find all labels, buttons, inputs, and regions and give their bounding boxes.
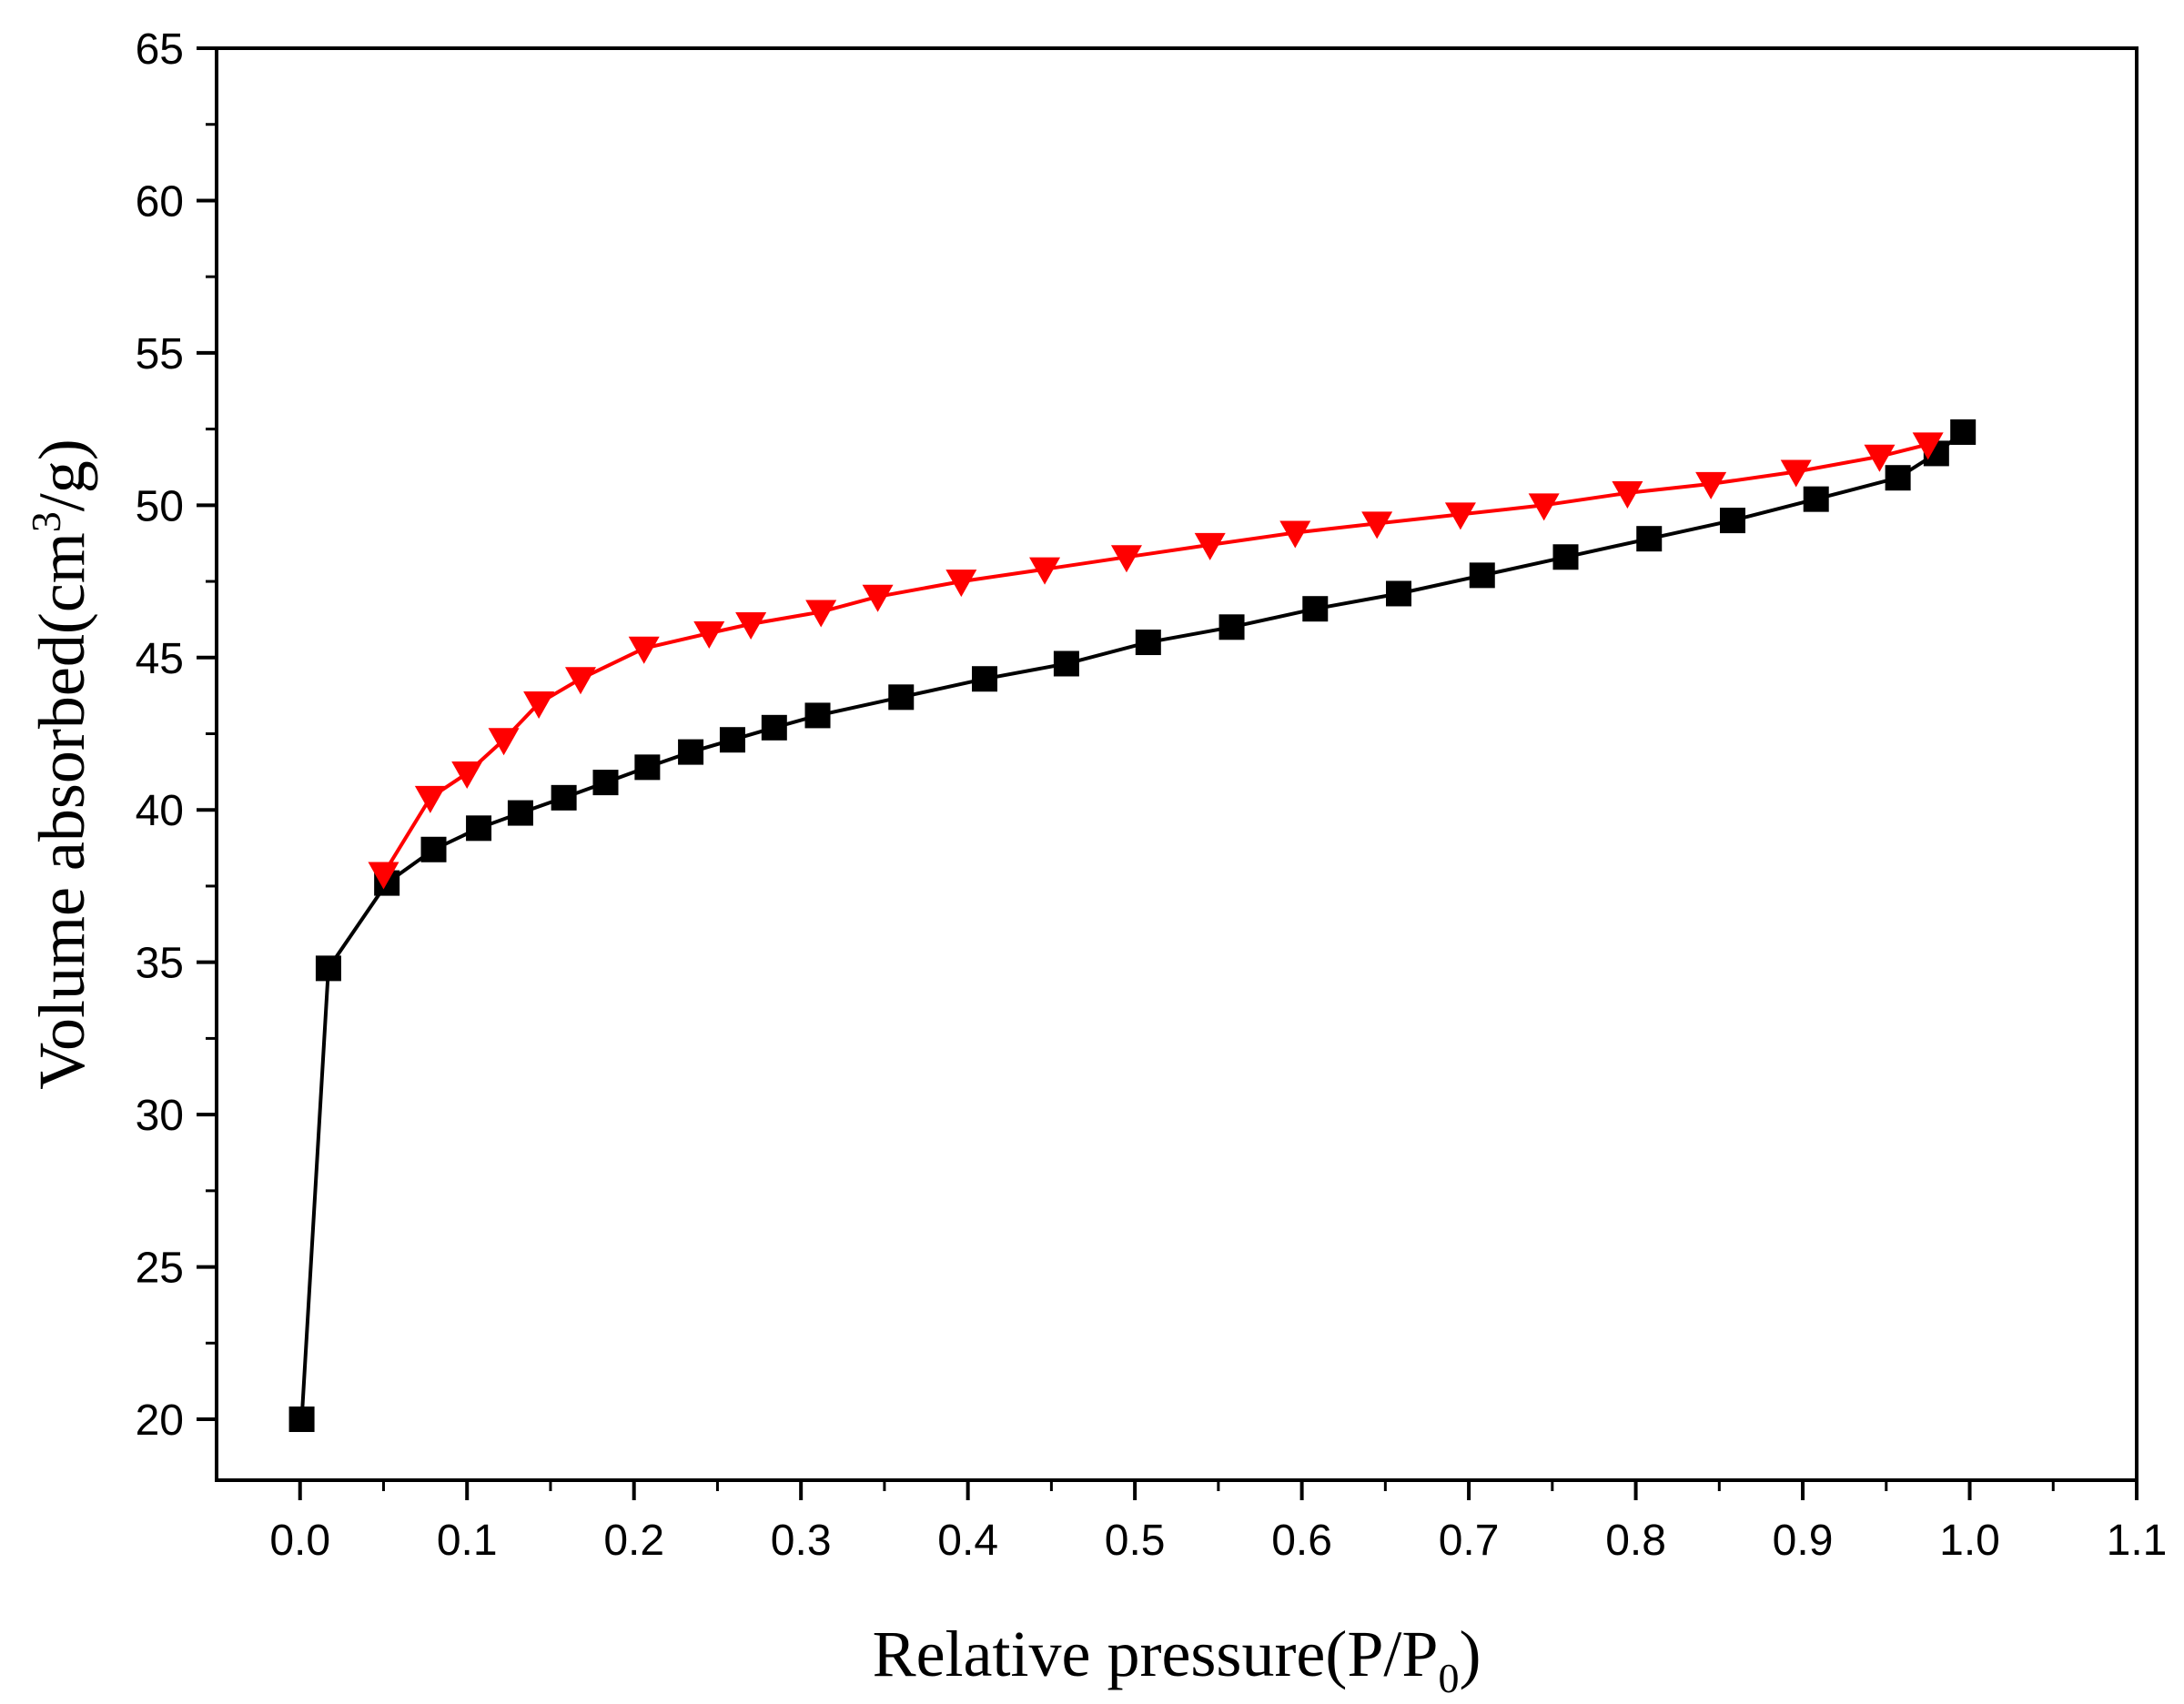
x-tick-label: 0.2 — [603, 1517, 664, 1565]
x-tick-label: 0.3 — [771, 1517, 832, 1565]
desorption-point — [1444, 502, 1476, 530]
x-tick-label: 0.8 — [1605, 1517, 1666, 1565]
desorption-point — [1528, 493, 1560, 521]
adsorption-point — [1386, 580, 1412, 607]
adsorption-point — [420, 836, 447, 862]
desorption-point — [1194, 532, 1226, 560]
adsorption-point — [678, 739, 704, 765]
desorption-point — [1110, 545, 1142, 573]
y-tick-label: 60 — [136, 177, 184, 226]
desorption-point — [1612, 480, 1643, 509]
adsorption-point — [288, 1407, 315, 1433]
adsorption-line — [299, 430, 1965, 1420]
adsorption-point — [1636, 526, 1663, 552]
desorption-point — [1279, 520, 1311, 549]
desorption-point — [628, 636, 660, 664]
x-tick-label: 0.1 — [437, 1517, 498, 1565]
x-axis-title-subscript: 0 — [1438, 1655, 1459, 1699]
y-tick-label: 30 — [136, 1092, 184, 1140]
adsorption-point — [1552, 544, 1579, 570]
desorption-point — [1864, 444, 1896, 472]
x-tick-label: 0.5 — [1105, 1517, 1166, 1565]
adsorption-point — [315, 955, 341, 982]
desorption-point — [1361, 511, 1393, 539]
y-axis-title-superscript: 3 — [23, 511, 69, 532]
x-tick-label: 1.1 — [2107, 1517, 2168, 1565]
x-tick-label: 0.6 — [1271, 1517, 1332, 1565]
adsorption-point — [888, 684, 915, 711]
y-tick-label: 45 — [136, 635, 184, 683]
y-tick-label: 65 — [136, 25, 184, 74]
y-axis-title-main: Volume absorbed(cm — [25, 532, 98, 1090]
adsorption-point — [1885, 465, 1911, 491]
desorption-point — [1029, 557, 1061, 585]
desorption-point — [451, 761, 483, 790]
x-tick-label: 1.0 — [1939, 1517, 2000, 1565]
y-axis-title: Volume absorbed(cm3/g) — [23, 439, 98, 1090]
adsorption-point — [1302, 596, 1329, 622]
adsorption-point — [1135, 630, 1161, 656]
y-tick-label: 35 — [136, 940, 184, 988]
y-tick-label: 20 — [136, 1396, 184, 1445]
x-axis-title: Relative pressure(P/P0) — [873, 1618, 1481, 1699]
desorption-point — [564, 667, 596, 695]
adsorption-point — [972, 666, 997, 692]
x-axis-title-main: Relative pressure(P/P — [873, 1618, 1439, 1690]
adsorption-point — [1950, 418, 1977, 445]
x-axis-title-end: ) — [1459, 1618, 1481, 1690]
y-tick-label: 50 — [136, 482, 184, 530]
x-tick-label: 0.0 — [269, 1517, 330, 1565]
adsorption-point — [1053, 650, 1079, 677]
adsorption-point — [761, 714, 787, 741]
adsorption-point — [1218, 614, 1245, 640]
adsorption-point — [634, 754, 661, 781]
adsorption-point — [719, 727, 745, 753]
adsorption-point — [804, 702, 831, 729]
y-axis: 20 25 30 35 40 45 50 55 60 65 — [136, 25, 217, 1445]
series-layer — [288, 418, 1977, 1433]
x-tick-label: 0.7 — [1439, 1517, 1500, 1565]
adsorption-point — [1469, 562, 1495, 589]
desorption-line — [381, 442, 1929, 875]
desorption-point — [1780, 459, 1812, 488]
adsorption-point — [1803, 486, 1829, 512]
x-axis: 0.0 0.1 0.2 0.3 0.4 0.5 0.6 0.7 0.8 0.9 1.0 1.1 — [269, 1480, 2167, 1565]
y-tick-label: 55 — [136, 330, 184, 378]
adsorption-point — [592, 770, 619, 796]
x-tick-label: 0.4 — [937, 1517, 998, 1565]
y-tick-label: 40 — [136, 787, 184, 835]
desorption-point — [693, 620, 725, 649]
adsorption-point — [1719, 508, 1745, 534]
desorption-point — [862, 584, 894, 612]
x-tick-label: 0.9 — [1773, 1517, 1834, 1565]
desorption-point — [414, 785, 446, 813]
desorption-point — [735, 611, 767, 640]
adsorption-point — [466, 815, 492, 842]
adsorption-point — [507, 800, 533, 826]
desorption-point — [1695, 471, 1727, 499]
y-tick-label: 25 — [136, 1245, 184, 1293]
desorption-point — [368, 862, 399, 890]
adsorption-point — [551, 784, 577, 811]
desorption-point — [805, 600, 837, 628]
desorption-point — [945, 570, 977, 598]
plot-frame — [215, 46, 2138, 1482]
desorption-point — [523, 691, 555, 720]
y-axis-title-end: /g) — [25, 439, 98, 511]
desorption-point — [488, 728, 520, 756]
desorption-point — [1912, 432, 1944, 460]
